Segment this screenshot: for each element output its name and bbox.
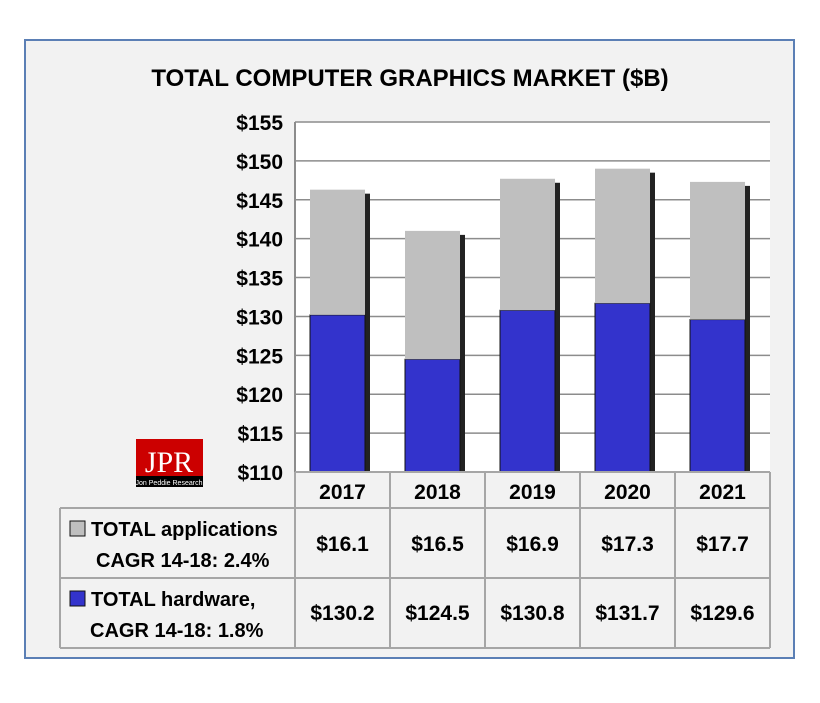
applications-value: $16.9 [506, 533, 559, 556]
y-tick-label: $135 [236, 268, 283, 291]
x-tick-label: 2017 [319, 481, 366, 504]
applications-value: $16.1 [316, 533, 369, 556]
hardware-value: $130.2 [310, 602, 374, 625]
hardware-value: $131.7 [595, 602, 659, 625]
y-tick-label: $130 [236, 306, 283, 329]
x-tick-label: 2018 [414, 481, 461, 504]
bar-applications [310, 189, 365, 315]
hardware-value: $124.5 [405, 602, 470, 625]
logo-subtext: Jon Peddie Research [136, 480, 203, 487]
legend-cagr: CAGR 14-18: 1.8% [90, 620, 264, 642]
x-tick-label: 2019 [509, 481, 556, 504]
applications-value: $17.3 [601, 533, 654, 556]
table-header-bg [295, 472, 770, 508]
x-tick-label: 2021 [699, 481, 746, 504]
hardware-value: $130.8 [500, 602, 565, 625]
logo-text: JPR [145, 446, 193, 479]
applications-value: $16.5 [411, 533, 464, 556]
bar-hardware [689, 319, 746, 473]
chart-title: TOTAL COMPUTER GRAPHICS MARKET ($B) [151, 65, 668, 92]
x-tick-label: 2020 [604, 481, 651, 504]
legend-swatch [69, 590, 86, 607]
y-tick-label: $110 [237, 462, 283, 485]
y-tick-label: $115 [237, 423, 283, 446]
legend-cagr: CAGR 14-18: 2.4% [96, 550, 270, 572]
y-tick-label: $140 [236, 229, 283, 252]
legend-label: TOTAL applications [91, 519, 278, 541]
hardware-value: $129.6 [690, 602, 754, 625]
bar-hardware [499, 309, 556, 473]
applications-value: $17.7 [696, 533, 749, 556]
legend-label: TOTAL hardware, [91, 589, 255, 611]
y-tick-label: $125 [236, 345, 283, 368]
bar-hardware [404, 358, 461, 473]
y-tick-label: $150 [236, 151, 283, 174]
jpr-logo: JPR Jon Peddie Research [136, 439, 203, 487]
legend-swatch [69, 520, 86, 537]
y-tick-label: $145 [236, 190, 283, 213]
bar-applications [595, 168, 650, 304]
bar-applications [500, 178, 555, 311]
bar-hardware [594, 302, 651, 473]
bar-hardware [309, 314, 366, 473]
y-tick-label: $155 [236, 112, 283, 135]
bar-applications [405, 230, 460, 360]
y-tick-label: $120 [236, 384, 283, 407]
bar-applications [690, 181, 745, 320]
